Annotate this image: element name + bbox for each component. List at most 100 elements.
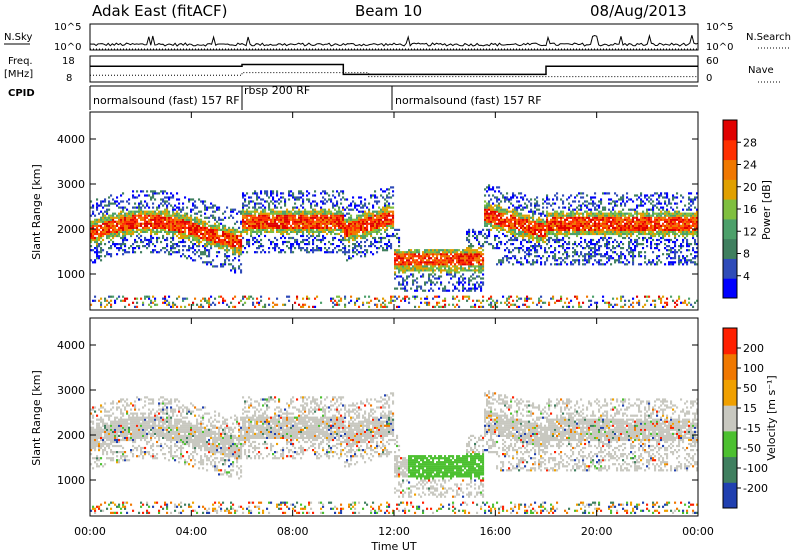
- power-cell: [134, 210, 137, 213]
- power-cell: [170, 249, 173, 252]
- power-cell: [516, 236, 519, 240]
- power-cell: [124, 222, 127, 225]
- power-cell: [510, 196, 513, 199]
- power-cell: [412, 251, 415, 254]
- power-cell: [176, 214, 179, 217]
- power-cell: [482, 263, 485, 266]
- power-cell: [328, 208, 331, 211]
- power-cell: [150, 196, 153, 199]
- power-cell: [196, 218, 199, 221]
- power-cell: [94, 218, 97, 221]
- power-cell: [554, 249, 557, 252]
- power-cell: [380, 188, 383, 191]
- power-cell: [166, 208, 169, 211]
- power-cell: [594, 243, 597, 246]
- power-cell: [168, 214, 171, 217]
- power-cell: [590, 230, 593, 233]
- power-cell: [100, 297, 103, 300]
- power-cell: [360, 245, 363, 248]
- power-cell: [562, 259, 565, 262]
- power-cell: [542, 301, 545, 304]
- power-cell: [144, 206, 147, 209]
- power-cell: [590, 238, 593, 242]
- power-cell: [252, 218, 255, 221]
- power-cell: [554, 220, 557, 223]
- power-cell: [180, 222, 183, 225]
- power-cell: [270, 208, 273, 211]
- power-cell: [382, 297, 385, 300]
- power-cell: [326, 210, 329, 213]
- power-cell: [554, 232, 557, 236]
- power-cell: [268, 247, 271, 250]
- power-cell: [320, 214, 323, 217]
- power-cell: [536, 208, 539, 211]
- power-cell: [452, 295, 455, 298]
- power-cell: [124, 216, 127, 219]
- power-cell: [136, 297, 139, 300]
- power-cell: [566, 212, 569, 215]
- power-cell: [434, 253, 437, 256]
- power-cell: [182, 253, 185, 256]
- power-cell: [560, 232, 563, 236]
- power-cell: [186, 212, 189, 215]
- power-cell: [390, 243, 393, 246]
- power-cell: [238, 245, 241, 248]
- power-cell: [574, 196, 577, 199]
- power-cell: [154, 299, 157, 302]
- power-cell: [482, 249, 485, 252]
- power-cell: [326, 200, 329, 203]
- power-cell: [464, 249, 467, 252]
- power-cell: [562, 243, 565, 246]
- power-cell: [548, 220, 551, 223]
- power-cell: [322, 202, 325, 205]
- power-cell: [598, 222, 601, 225]
- power-cell: [366, 238, 369, 242]
- power-cell: [172, 234, 175, 238]
- power-cell: [316, 222, 319, 225]
- power-cell: [308, 243, 311, 246]
- power-cell: [182, 224, 185, 227]
- power-cell: [510, 230, 513, 233]
- power-cell: [320, 247, 323, 250]
- power-cell: [340, 224, 343, 227]
- power-cell: [348, 230, 351, 233]
- power-cell: [544, 214, 547, 217]
- power-cell: [100, 249, 103, 252]
- power-cell: [350, 234, 353, 238]
- power-cell: [576, 234, 579, 238]
- power-cell: [180, 232, 183, 236]
- power-cell: [348, 249, 351, 252]
- power-cell: [130, 218, 133, 221]
- power-cell: [290, 228, 293, 231]
- power-cell: [584, 255, 587, 258]
- power-cell: [618, 232, 621, 236]
- power-cell: [414, 255, 417, 258]
- power-cell: [352, 247, 355, 250]
- power-cell: [254, 206, 257, 209]
- power-cell: [238, 247, 241, 250]
- power-cell: [590, 218, 593, 221]
- power-cell: [354, 247, 357, 250]
- power-cell: [168, 295, 171, 298]
- power-cell: [496, 224, 499, 227]
- power-cell: [306, 216, 309, 219]
- power-cell: [108, 226, 111, 229]
- power-cell: [210, 228, 213, 231]
- power-cell: [346, 206, 349, 209]
- power-cell: [502, 228, 505, 231]
- power-cell: [312, 230, 315, 233]
- power-cell: [254, 220, 257, 223]
- power-cell: [228, 255, 231, 258]
- power-cell: [360, 216, 363, 219]
- power-cell: [438, 251, 441, 254]
- power-cell: [194, 230, 197, 233]
- power-cell: [590, 196, 593, 199]
- power-cell: [260, 212, 263, 215]
- power-cell: [566, 297, 569, 300]
- power-cell: [582, 220, 585, 223]
- power-cell: [370, 243, 373, 246]
- power-cell: [578, 255, 581, 258]
- power-cell: [288, 228, 291, 231]
- power-cell: [520, 192, 523, 195]
- power-cell: [586, 224, 589, 227]
